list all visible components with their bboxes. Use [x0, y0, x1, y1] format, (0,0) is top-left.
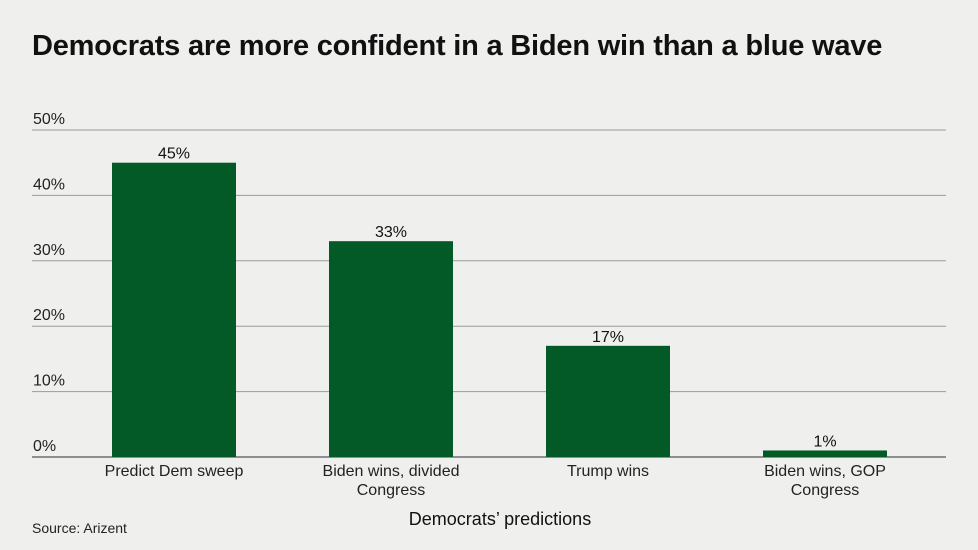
y-tick-label: 30% [33, 242, 65, 259]
category-label: Congress [357, 482, 425, 499]
bar [112, 162, 236, 457]
chart-title: Democrats are more confident in a Biden … [32, 30, 883, 62]
bars [112, 162, 887, 457]
y-tick-label: 40% [33, 176, 65, 193]
data-label: 45% [158, 146, 190, 163]
source-note: Source: Arizent [32, 520, 127, 536]
category-label: Biden wins, GOP [764, 463, 886, 480]
y-tick-label: 0% [33, 438, 56, 455]
bar [763, 450, 887, 457]
category-label: Congress [791, 482, 859, 499]
bar [546, 345, 670, 457]
bar [329, 241, 453, 457]
category-label: Trump wins [567, 463, 649, 480]
y-tick-label: 20% [33, 307, 65, 324]
y-tick-label: 50% [33, 111, 65, 128]
data-label: 33% [375, 224, 407, 241]
category-label: Predict Dem sweep [105, 463, 244, 480]
category-label: Biden wins, divided [323, 463, 460, 480]
y-tick-label: 10% [33, 373, 65, 390]
data-label: 1% [813, 433, 836, 450]
data-label: 17% [592, 329, 624, 346]
x-axis-title: Democrats’ predictions [409, 509, 591, 529]
labels: 0% 10% 20% 30% 40% 50% 45% Predict Dem sweep 33%… [33, 111, 886, 499]
